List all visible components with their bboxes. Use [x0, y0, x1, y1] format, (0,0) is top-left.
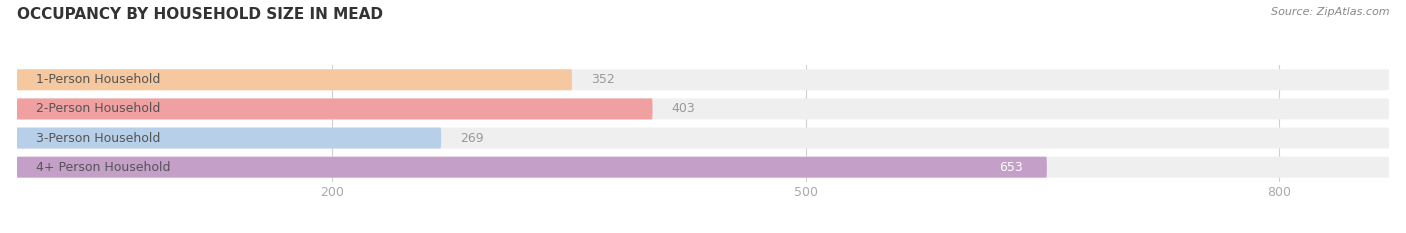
FancyBboxPatch shape: [17, 69, 572, 90]
Text: 3-Person Household: 3-Person Household: [35, 132, 160, 144]
Text: 403: 403: [672, 103, 695, 115]
Text: 4+ Person Household: 4+ Person Household: [35, 161, 170, 174]
FancyBboxPatch shape: [17, 128, 441, 149]
FancyBboxPatch shape: [17, 128, 1389, 149]
FancyBboxPatch shape: [17, 98, 652, 119]
Text: 653: 653: [1000, 161, 1024, 174]
FancyBboxPatch shape: [17, 98, 1389, 119]
FancyBboxPatch shape: [17, 157, 1389, 178]
Text: 352: 352: [591, 73, 614, 86]
FancyBboxPatch shape: [17, 157, 1047, 178]
FancyBboxPatch shape: [17, 69, 1389, 90]
Text: 2-Person Household: 2-Person Household: [35, 103, 160, 115]
Text: 1-Person Household: 1-Person Household: [35, 73, 160, 86]
Text: OCCUPANCY BY HOUSEHOLD SIZE IN MEAD: OCCUPANCY BY HOUSEHOLD SIZE IN MEAD: [17, 7, 382, 22]
Text: Source: ZipAtlas.com: Source: ZipAtlas.com: [1271, 7, 1389, 17]
Text: 269: 269: [460, 132, 484, 144]
